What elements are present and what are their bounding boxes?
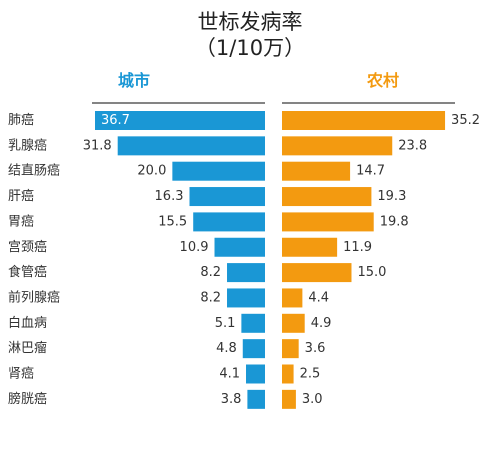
urban-bar-row-4 xyxy=(189,187,265,207)
rural-value-label-row-5: 19.8 xyxy=(380,214,409,229)
rural-bar-row-11 xyxy=(282,364,294,384)
urban-bar-row-7 xyxy=(227,263,265,283)
urban-value-label-row-4: 16.3 xyxy=(155,189,184,204)
urban-value-label-row-6: 10.9 xyxy=(180,240,209,255)
rural-bar-row-6 xyxy=(282,237,338,257)
rural-bar-row-2 xyxy=(282,136,393,156)
category-label-row-6: 宫颈癌 xyxy=(8,239,47,255)
category-label-row-5: 胃癌 xyxy=(8,213,34,229)
urban-bar-row-11 xyxy=(246,364,265,384)
category-label-row-11: 肾癌 xyxy=(8,366,34,382)
rural-value-label-row-8: 4.4 xyxy=(308,290,329,305)
rural-value-label-row-3: 14.7 xyxy=(356,164,385,179)
urban-value-label-row-12: 3.8 xyxy=(221,392,242,407)
rural-value-label-row-1: 35.2 xyxy=(451,113,480,128)
category-label-row-2: 乳腺癌 xyxy=(8,137,47,153)
rural-bar-row-5 xyxy=(282,212,374,232)
urban-bar-row-1 xyxy=(95,111,265,130)
rural-value-label-row-11: 2.5 xyxy=(300,367,321,382)
rural-bar-row-3 xyxy=(282,161,351,181)
rural-value-label-row-6: 11.9 xyxy=(343,240,372,255)
urban-value-label-row-3: 20.0 xyxy=(137,164,166,179)
rural-value-label-row-12: 3.0 xyxy=(302,392,323,407)
rural-value-label-row-2: 23.8 xyxy=(398,138,427,153)
rural-value-label-row-9: 4.9 xyxy=(311,316,332,331)
category-label-row-12: 膀胱癌 xyxy=(8,391,47,407)
category-label-row-8: 前列腺癌 xyxy=(8,289,60,305)
rural-value-label-row-7: 15.0 xyxy=(357,265,386,280)
urban-value-label-row-8: 8.2 xyxy=(200,290,221,305)
urban-value-label-row-2: 31.8 xyxy=(83,138,112,153)
rural-bar-row-4 xyxy=(282,187,372,207)
category-label-row-7: 食管癌 xyxy=(8,264,47,280)
rural-value-label-row-4: 19.3 xyxy=(377,189,406,204)
urban-bar-row-5 xyxy=(193,212,265,232)
urban-value-label-row-5: 15.5 xyxy=(158,214,187,229)
rural-bar-row-7 xyxy=(282,263,352,283)
urban-bar-row-8 xyxy=(227,288,265,308)
rural-bar-row-9 xyxy=(282,313,305,333)
urban-series-label: 城市 xyxy=(118,71,151,90)
urban-bar-row-12 xyxy=(247,389,265,409)
urban-bar-row-3 xyxy=(172,161,265,181)
category-label-row-9: 白血病 xyxy=(8,315,47,331)
urban-value-label-row-1: 36.7 xyxy=(101,113,130,128)
rural-bar-row-12 xyxy=(282,389,296,409)
urban-value-label-row-11: 4.1 xyxy=(219,367,240,382)
category-label-row-1: 肺癌 xyxy=(8,112,34,128)
urban-bar-row-6 xyxy=(214,237,265,257)
rural-bar-row-8 xyxy=(282,288,303,308)
chart-subtitle: （1/10万） xyxy=(194,36,306,60)
urban-bar-row-9 xyxy=(241,313,265,333)
category-label-row-10: 淋巴瘤 xyxy=(8,340,47,356)
rural-bar-row-10 xyxy=(282,339,299,359)
rural-bar-row-1 xyxy=(282,111,446,130)
category-label-row-4: 肝癌 xyxy=(8,188,34,204)
rural-series-label: 农村 xyxy=(367,71,400,90)
urban-value-label-row-9: 5.1 xyxy=(215,316,236,331)
rural-value-label-row-10: 3.6 xyxy=(305,341,326,356)
urban-bar-row-10 xyxy=(242,339,265,359)
chart-title: 世标发病率 xyxy=(197,10,303,34)
urban-value-label-row-7: 8.2 xyxy=(200,265,221,280)
urban-bar-row-2 xyxy=(117,136,266,156)
urban-value-label-row-10: 4.8 xyxy=(216,341,237,356)
category-label-row-3: 结直肠癌 xyxy=(8,163,60,179)
